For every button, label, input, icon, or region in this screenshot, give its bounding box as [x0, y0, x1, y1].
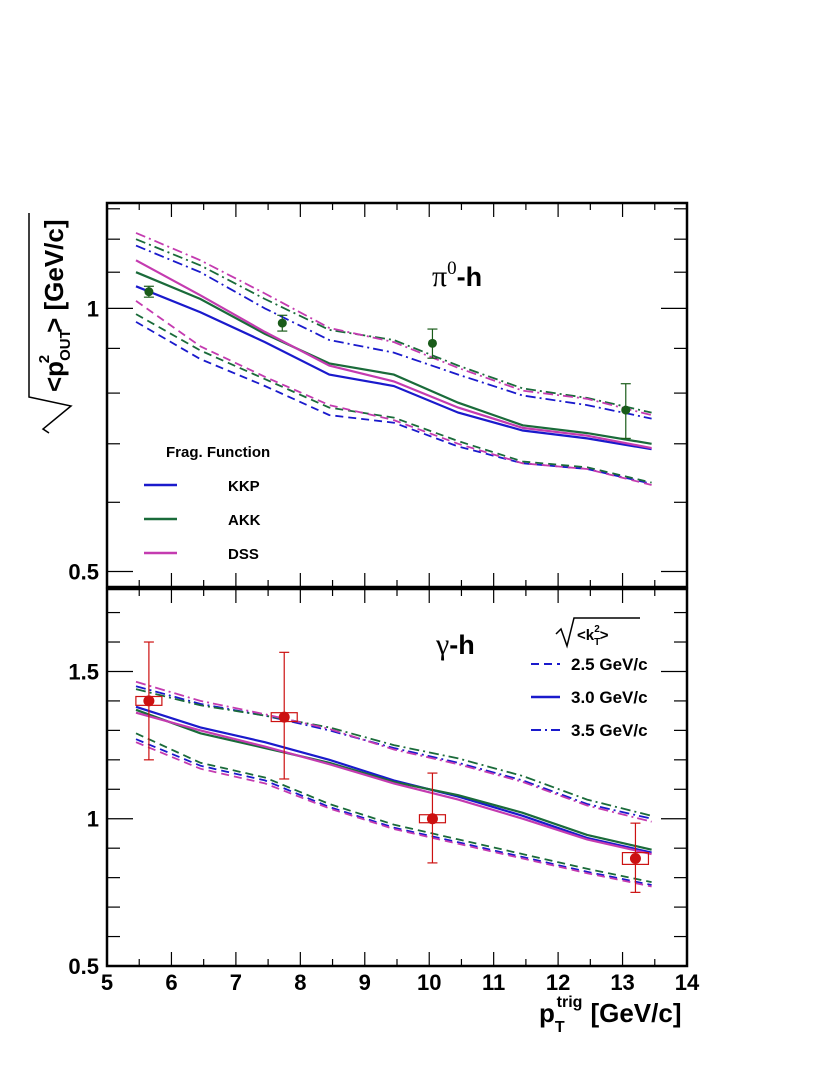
x-axis-title-unit: [GeV/c] [590, 998, 681, 1028]
curve-kkp-kt25 [135, 321, 652, 485]
y-axis-title-inner: <p [39, 361, 69, 392]
x-tick-label: 5 [101, 970, 113, 995]
ff-legend: Frag. Function KKP AKK DSS [144, 444, 270, 563]
kt-legend-title-end: > [600, 627, 609, 644]
curve-akk-kt25 [135, 732, 652, 883]
x-tick-label: 10 [417, 970, 441, 995]
kt-legend-title-sub: T [594, 637, 600, 648]
model-curves [135, 232, 652, 888]
x-tick-label: 12 [546, 970, 570, 995]
curve-kkp-kt25 [135, 738, 652, 886]
y-tick-label: 0.5 [68, 560, 99, 585]
bottom-panel-label-rest: -h [449, 630, 474, 660]
y-axis-title-sub: OUT [57, 329, 74, 361]
y-axis-title-sup: 2 [36, 355, 53, 363]
kt-legend-label-35: 3.5 GeV/c [571, 721, 648, 740]
y-tick-label: 0.5 [68, 954, 99, 979]
y-axis-title-end: > [GeV/c] [39, 219, 69, 332]
y-axis-title: <pOUT 2 > [GeV/c] [28, 213, 74, 434]
kt-legend-title-sup: 2 [594, 624, 600, 635]
svg-text:<pOUT2> [GeV/c]: <pOUT 2 > [GeV/c] [36, 219, 74, 392]
x-tick-label: 11 [482, 970, 505, 995]
data-point [277, 318, 287, 328]
data-point [278, 711, 290, 723]
kt-legend-label-30: 3.0 GeV/c [571, 688, 648, 707]
data-point [427, 338, 437, 348]
x-axis-title-sub: T [555, 1019, 565, 1036]
x-tick-label: 9 [359, 970, 371, 995]
data-point [426, 813, 438, 825]
curve-akk-kt30 [135, 271, 652, 445]
bottom-panel-label-main: γ [435, 628, 449, 661]
tick-labels: 0.5 1 0.5 1 1.5 5 6 7 8 9 10 11 12 13 14 [68, 296, 700, 995]
kt-legend-title: <kT 2> [577, 624, 609, 648]
curve-dss-kt35 [135, 232, 652, 416]
curve-kkp-kt35 [135, 685, 652, 820]
x-tick-label: 14 [675, 970, 700, 995]
curve-dss-kt35 [135, 680, 652, 823]
top-panel-label-sup: 0 [447, 258, 457, 279]
curve-akk-kt35 [135, 238, 652, 414]
x-axis-title-main: p [539, 998, 555, 1028]
curve-kkp-kt35 [135, 244, 652, 420]
y-tick-label: 1 [87, 296, 99, 321]
x-tick-label: 13 [610, 970, 634, 995]
curve-kkp-kt30 [135, 285, 652, 451]
curve-akk-kt35 [135, 688, 652, 817]
data-point [144, 287, 154, 297]
ff-legend-label-akk: AKK [228, 512, 261, 529]
top-panel-label: π0-h [432, 258, 482, 293]
x-tick-label: 7 [230, 970, 242, 995]
top-panel-frame [105, 201, 689, 589]
curve-dss-kt25 [135, 300, 652, 486]
top-panel-label-main: π [432, 260, 447, 293]
y-axis-title-sqrt-sign [28, 213, 73, 434]
y-tick-label: 1.5 [68, 659, 99, 684]
data-point [621, 405, 631, 415]
data-point [629, 852, 641, 864]
axis-ticks [106, 203, 688, 967]
y-tick-label: 1 [87, 807, 99, 832]
curve-akk-kt30 [135, 708, 652, 851]
data-point [143, 695, 155, 707]
x-tick-label: 8 [294, 970, 306, 995]
kt-legend-label-25: 2.5 GeV/c [571, 655, 648, 674]
ff-legend-title: Frag. Function [166, 444, 270, 461]
x-axis-title-sup: trig [557, 994, 583, 1011]
kt-legend: <kT 2> 2.5 GeV/c 3.0 GeV/c 3.5 GeV/c [531, 617, 648, 740]
data-points [135, 285, 650, 893]
ff-legend-label-kkp: KKP [228, 478, 260, 495]
curve-dss-kt30 [135, 259, 652, 450]
x-tick-label: 6 [165, 970, 177, 995]
curve-kkp-kt30 [135, 705, 652, 854]
curve-dss-kt25 [135, 741, 652, 888]
top-panel-label-rest: -h [457, 262, 482, 292]
kt-legend-title-base: <k [577, 627, 595, 644]
ff-legend-label-dss: DSS [228, 546, 259, 563]
curve-akk-kt25 [135, 313, 652, 484]
x-axis-title: pTtrig [GeV/c] [539, 994, 681, 1036]
curve-dss-kt30 [135, 711, 652, 856]
kt-legend-sqrt-sign [555, 617, 640, 649]
bottom-panel-label: γ-h [435, 628, 475, 661]
